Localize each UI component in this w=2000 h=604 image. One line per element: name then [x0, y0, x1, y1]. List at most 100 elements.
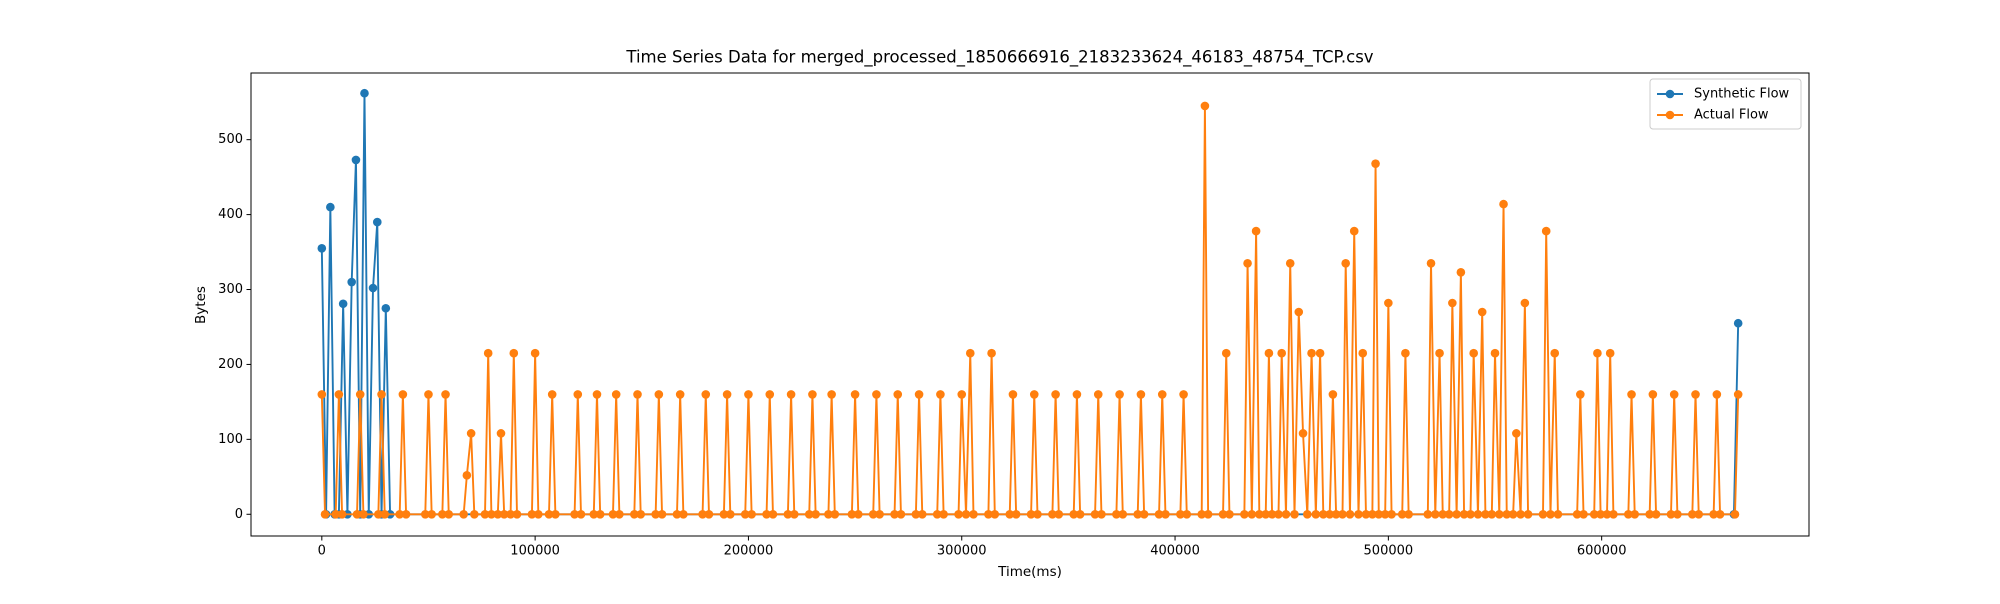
data-point	[872, 390, 881, 399]
data-point	[512, 509, 522, 519]
data-point	[726, 509, 735, 519]
data-point	[1397, 509, 1407, 519]
data-point	[1733, 318, 1743, 328]
data-point	[1361, 509, 1371, 519]
data-point	[701, 390, 711, 399]
data-point	[506, 509, 515, 519]
data-point	[1029, 390, 1039, 399]
data-point	[1387, 509, 1396, 519]
data-point	[381, 303, 391, 313]
data-point	[1247, 509, 1257, 519]
data-point	[1267, 509, 1277, 519]
data-point	[1473, 509, 1483, 519]
data-point	[1688, 509, 1697, 519]
data-point	[480, 509, 490, 519]
data-point	[1481, 509, 1490, 519]
data-point	[1048, 509, 1057, 519]
data-point	[1345, 509, 1355, 519]
data-point	[1325, 509, 1334, 519]
data-point	[1576, 390, 1585, 399]
data-point	[427, 509, 436, 519]
data-point	[487, 509, 496, 519]
data-point	[954, 509, 963, 519]
data-point	[1303, 509, 1312, 519]
data-point	[1176, 509, 1185, 519]
data-point	[459, 509, 468, 519]
data-point	[630, 509, 639, 519]
data-point	[875, 509, 884, 519]
data-point	[1645, 509, 1654, 519]
data-point	[1203, 509, 1213, 519]
data-point	[1715, 509, 1725, 519]
data-point	[544, 509, 554, 519]
data-point	[1516, 509, 1525, 519]
data-point	[1404, 509, 1413, 519]
y-tick-label: 400	[218, 207, 243, 222]
data-point	[1139, 509, 1149, 519]
data-point	[789, 509, 799, 519]
data-point	[1371, 159, 1380, 168]
data-point	[1466, 509, 1475, 519]
data-point	[462, 471, 472, 480]
data-point	[1733, 390, 1743, 399]
legend-marker	[1665, 110, 1675, 120]
data-point	[377, 390, 386, 399]
data-point	[1694, 509, 1704, 519]
data-point	[679, 509, 688, 519]
data-point	[1118, 509, 1128, 519]
data-point	[636, 509, 646, 519]
data-point	[762, 509, 771, 519]
data-point	[965, 348, 975, 358]
data-point	[483, 348, 493, 358]
data-point	[573, 390, 583, 399]
data-point	[987, 348, 996, 358]
data-point	[1349, 226, 1359, 236]
data-point	[1572, 509, 1582, 519]
data-point	[570, 509, 579, 519]
data-point	[1307, 348, 1316, 358]
x-tick-label: 100000	[510, 544, 560, 559]
data-point	[1261, 509, 1271, 519]
data-point	[768, 509, 778, 519]
data-point	[1673, 509, 1682, 519]
data-point	[1691, 390, 1700, 399]
y-tick-label: 500	[218, 132, 243, 147]
data-point	[1311, 509, 1321, 519]
data-point	[1452, 509, 1461, 519]
legend-label: Synthetic Flow	[1694, 87, 1790, 102]
data-point	[444, 509, 454, 519]
data-point	[1593, 348, 1602, 358]
data-point	[1579, 509, 1588, 519]
data-point	[352, 509, 362, 519]
x-tick-label: 400000	[1150, 544, 1200, 559]
data-point	[1630, 509, 1640, 519]
data-point	[1523, 509, 1533, 519]
data-point	[326, 202, 335, 212]
data-point	[633, 390, 642, 399]
data-point	[932, 509, 942, 519]
data-point	[939, 509, 948, 519]
x-tick-label: 500000	[1364, 544, 1414, 559]
data-point	[808, 390, 817, 399]
data-point	[615, 509, 624, 519]
data-point	[592, 390, 602, 399]
data-point	[1546, 509, 1555, 519]
data-point	[1358, 348, 1368, 358]
data-point	[804, 509, 814, 519]
data-point	[401, 509, 411, 519]
data-point	[496, 429, 506, 438]
data-point	[1520, 298, 1530, 308]
data-point	[493, 509, 503, 519]
data-point	[1430, 509, 1440, 519]
x-axis-label: Time(ms)	[997, 564, 1062, 580]
data-point	[1648, 390, 1658, 399]
series	[317, 101, 1743, 519]
data-point	[509, 348, 519, 358]
data-point	[984, 509, 993, 519]
data-point	[1133, 509, 1143, 519]
data-point	[740, 509, 750, 519]
data-point	[1290, 509, 1299, 519]
data-point	[654, 390, 664, 399]
data-point	[608, 509, 618, 519]
